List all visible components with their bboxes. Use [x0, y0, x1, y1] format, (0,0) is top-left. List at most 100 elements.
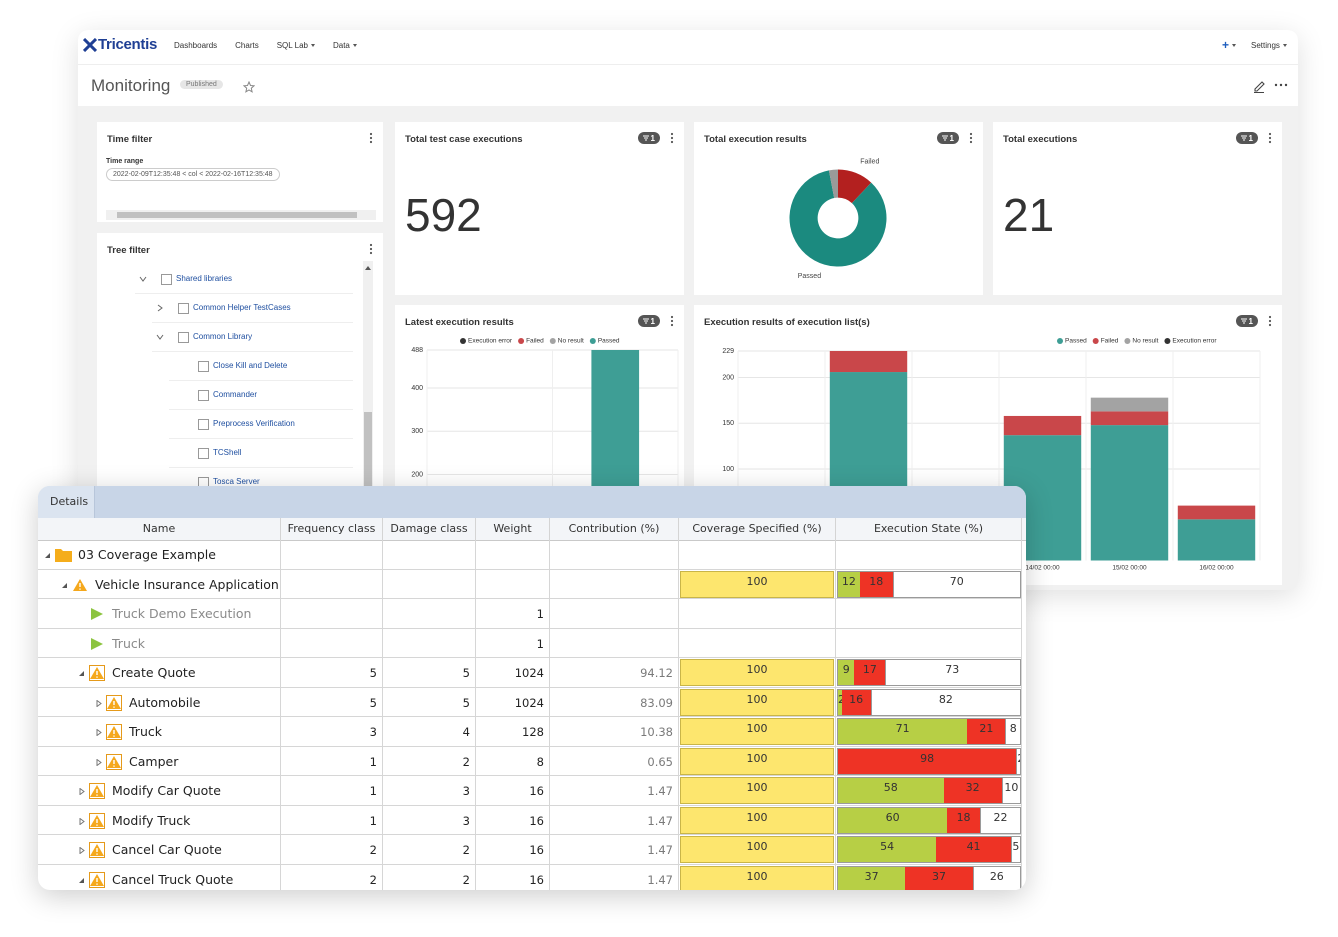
filter-badge[interactable]: 1	[637, 132, 660, 144]
execution-segment: 37	[838, 866, 906, 890]
tree-label[interactable]: Common Library	[193, 332, 253, 341]
menu-dot	[670, 319, 674, 323]
nav-link[interactable]: Data	[333, 41, 357, 50]
row-name: Truck	[112, 635, 145, 651]
expander-glyph	[79, 877, 84, 883]
cell	[679, 569, 836, 599]
tree-label[interactable]: Tosca Server	[213, 477, 260, 486]
column-header[interactable]: Execution State (%)	[836, 518, 1022, 540]
row-icon	[91, 637, 103, 650]
coverage-label: 100	[746, 781, 768, 794]
row-expander[interactable]	[95, 699, 102, 707]
tree-checkbox[interactable]	[198, 361, 209, 372]
tree-checkbox[interactable]	[178, 332, 189, 343]
execution-segment: 60	[838, 807, 948, 833]
row-expander[interactable]	[78, 670, 85, 677]
tree-label[interactable]: Shared libraries	[176, 274, 233, 283]
card-menu[interactable]	[969, 132, 973, 144]
menu-dot	[670, 136, 674, 140]
filter-badge[interactable]: 1	[936, 132, 959, 144]
table-row: Cancel Car Quote 2 2 16 1.47 100 54 41 5	[38, 835, 1026, 865]
row-expander[interactable]	[78, 788, 85, 795]
execution-bar: 98 2	[837, 747, 1021, 775]
nav-link[interactable]: Charts	[235, 41, 259, 50]
edit-icon[interactable]	[1252, 79, 1266, 93]
execution-bar: 54 41 5	[837, 836, 1021, 863]
column-header[interactable]: Frequency class	[281, 518, 383, 540]
tree-label[interactable]: Close Kill and Delete	[213, 361, 288, 370]
card-menu[interactable]	[670, 132, 674, 144]
legend-marker	[460, 338, 466, 344]
cell	[281, 746, 383, 776]
column-header[interactable]: Damage class	[383, 518, 476, 540]
card-menu[interactable]	[1268, 132, 1272, 144]
tree-expander[interactable]	[156, 333, 164, 341]
nav-link[interactable]: Dashboards	[174, 41, 218, 50]
coverage-label: 100	[746, 722, 768, 735]
legend-marker	[1164, 338, 1171, 344]
coverage-bar: 100	[680, 836, 834, 863]
column-header[interactable]: Weight	[476, 518, 550, 540]
tree-label[interactable]: Commander	[213, 390, 258, 399]
row-expander[interactable]	[44, 552, 51, 559]
column-header[interactable]: Name	[38, 518, 281, 540]
expander-glyph	[79, 847, 85, 854]
tree-expander[interactable]	[139, 275, 147, 283]
row-expander[interactable]	[78, 877, 85, 884]
card-title: Tree filter	[107, 245, 150, 256]
card-menu[interactable]	[670, 315, 674, 327]
tree-label[interactable]: TCShell	[213, 448, 242, 457]
tree-expander[interactable]	[156, 304, 164, 312]
numeric-cell: 2	[462, 843, 470, 857]
card-menu[interactable]	[1268, 315, 1272, 327]
more-menu[interactable]	[1274, 82, 1288, 88]
card-menu[interactable]	[369, 243, 373, 255]
pie-slice	[838, 169, 872, 204]
tree-checkbox[interactable]	[198, 448, 209, 459]
table-row: Modify Car Quote 1 3 16 1.47 100 58 32 10	[38, 776, 1026, 806]
tree-checkbox[interactable]	[161, 274, 172, 285]
menu-dot	[369, 140, 373, 144]
cell	[281, 687, 383, 717]
filter-badge[interactable]: 1	[1235, 315, 1258, 327]
table-row: Create Quote 5 5 1024 94.12 100 9 17 73	[38, 658, 1026, 688]
nav-link[interactable]: SQL Lab	[277, 41, 315, 50]
execution-segment: 12	[838, 571, 860, 597]
plus-menu[interactable]: +	[1222, 38, 1236, 52]
numeric-cell: 5	[369, 666, 377, 680]
row-expander[interactable]	[78, 847, 85, 854]
numeric-cell: 5	[462, 666, 470, 680]
card-menu[interactable]	[369, 132, 373, 144]
row-expander[interactable]	[61, 582, 68, 589]
numeric-cell: 128	[522, 725, 544, 739]
filter-icon	[642, 318, 649, 324]
coverage-bar: 100	[680, 747, 834, 775]
execution-segment: 2	[1016, 748, 1020, 774]
tree-checkbox[interactable]	[198, 390, 209, 401]
column-header[interactable]: Coverage Specified (%)	[679, 518, 836, 540]
execution-bar: 12 18 70	[837, 570, 1021, 598]
cell	[550, 628, 679, 658]
tree-checkbox[interactable]	[178, 303, 189, 314]
settings-menu[interactable]: Settings	[1251, 41, 1287, 50]
numeric-cell: 1.47	[647, 872, 673, 887]
row-expander[interactable]	[95, 729, 102, 736]
cell	[836, 658, 1022, 688]
segment-label: 5	[1012, 840, 1020, 853]
cell	[476, 717, 550, 747]
tree-checkbox[interactable]	[198, 419, 209, 430]
tree-label[interactable]: Preprocess Verification	[213, 419, 295, 428]
execution-segment: 5	[1010, 837, 1020, 862]
tree-item	[169, 439, 353, 468]
favorite-star[interactable]	[243, 81, 255, 93]
row-expander[interactable]	[78, 817, 85, 825]
execution-segment: 58	[838, 778, 944, 803]
column-header[interactable]: Contribution (%)	[550, 518, 679, 540]
details-tab[interactable]: Details	[38, 486, 95, 518]
filter-badge[interactable]: 1	[1235, 132, 1258, 144]
filter-badge[interactable]: 1	[637, 315, 660, 327]
cell	[383, 658, 476, 688]
row-expander[interactable]	[95, 758, 102, 766]
expander-glyph	[79, 788, 85, 795]
tree-label[interactable]: Common Helper TestCases	[193, 303, 291, 312]
